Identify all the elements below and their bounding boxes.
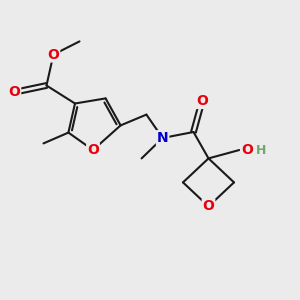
Text: O: O [47, 48, 59, 62]
Text: O: O [87, 143, 99, 157]
Text: O: O [8, 85, 20, 98]
Text: O: O [202, 200, 214, 213]
Text: O: O [241, 143, 253, 157]
Text: N: N [157, 131, 168, 145]
Text: O: O [196, 94, 208, 108]
Text: H: H [256, 143, 266, 157]
